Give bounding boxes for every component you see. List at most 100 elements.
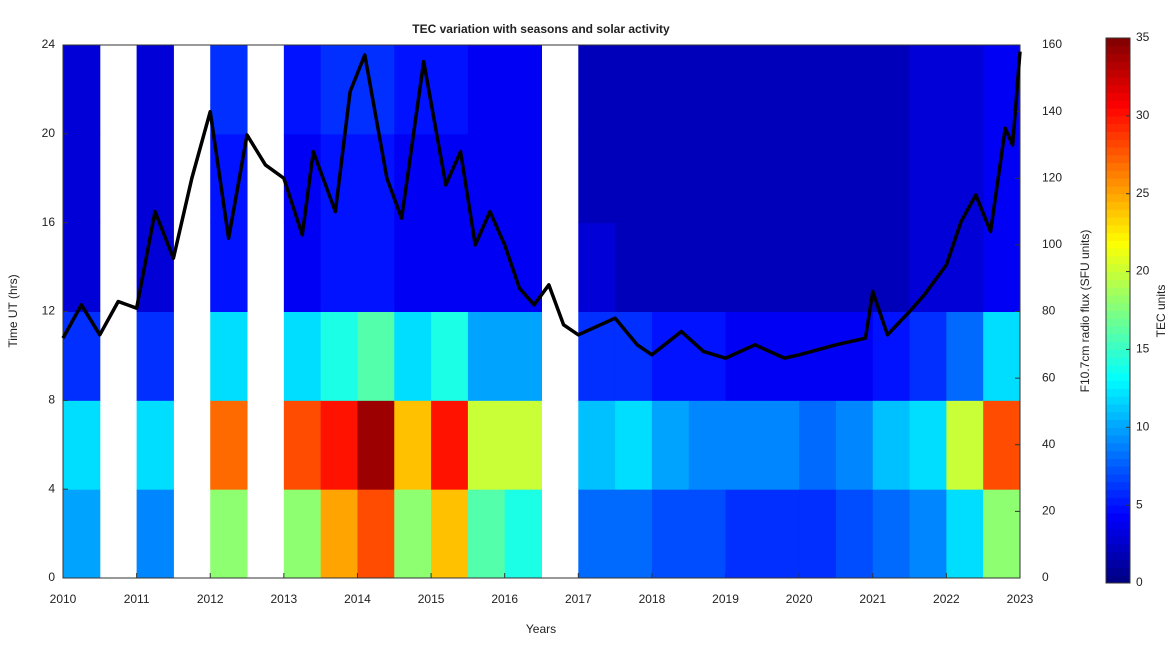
colorbar-swatch [1106,100,1130,109]
colorbar-swatch [1106,481,1130,491]
x-tick-label: 2011 [124,592,150,606]
heatmap-cell [688,45,727,135]
colorbar-swatch [1106,76,1130,86]
heatmap-cell [946,489,984,579]
colorbar-swatch [1106,263,1130,273]
colorbar-swatch [1106,403,1130,413]
y2-tick-label: 80 [1042,304,1056,318]
colorbar-swatch [1106,544,1130,553]
heatmap-cell [762,400,800,490]
x-tick-label: 2022 [933,592,960,606]
heatmap-cell [909,222,947,312]
colorbar-swatch [1106,45,1130,55]
heatmap-cell [283,489,322,579]
colorbar-swatch [1106,224,1130,234]
heatmap-cell [283,133,322,224]
y2-tick-label: 140 [1042,104,1062,118]
heatmap-cell [872,45,911,135]
heatmap-cell [467,400,506,490]
heatmap-cell [504,133,542,224]
colorbar-swatch [1106,372,1130,382]
heatmap-cell [136,133,174,224]
heatmap-cell [909,489,947,579]
heatmap-cell [578,45,616,135]
x-tick-label: 2017 [565,592,592,606]
heatmap-cell [283,400,322,490]
heatmap-cell [357,311,395,401]
heatmap-cell [762,45,800,135]
colorbar-swatch [1106,193,1130,202]
colorbar-frame [1105,37,1131,584]
heatmap-cell [320,222,358,312]
colorbar-swatch [1106,248,1130,257]
heatmap-cell [394,222,432,312]
heatmap-cell [688,400,727,490]
heatmap-cell [394,311,432,401]
heatmap-cell [835,400,874,490]
y-tick-label: 8 [48,393,55,407]
heatmap-cell [651,311,690,401]
heatmap-cell [651,45,690,135]
heatmap-cell [651,222,690,312]
heatmap-cell [615,45,653,135]
colorbar-tick-label: 35 [1136,30,1150,44]
colorbar-swatch [1106,357,1130,366]
heatmap-cell [688,222,727,312]
heatmap-cell [872,489,911,579]
colorbar-tick-label: 15 [1136,342,1150,356]
heatmap-cell [467,133,506,224]
heatmap-cell [394,489,432,579]
y2-tick-label: 160 [1042,37,1062,51]
colorbar-swatch [1106,123,1130,132]
heatmap-cell [136,311,174,401]
heatmap-cell [909,133,947,224]
colorbar-swatch [1106,442,1130,452]
colorbar-swatch [1106,84,1130,93]
colorbar-tick-label: 0 [1136,575,1143,589]
x-tick-label: 2013 [270,592,297,606]
colorbar-swatch [1106,108,1130,117]
colorbar-swatch [1106,92,1130,101]
colorbar-swatch [1106,427,1130,436]
colorbar-swatch [1106,341,1130,350]
heatmap-cell [799,489,837,579]
heatmap-cell [835,489,874,579]
heatmap-cell [983,489,1021,579]
colorbar-swatch [1106,575,1130,584]
colorbar-swatch [1106,450,1130,459]
colorbar-swatch [1106,147,1130,156]
heatmap-cell [394,45,432,135]
heatmap-cell [909,45,947,135]
colorbar-swatch [1106,217,1130,226]
heatmap-cell [799,400,837,490]
heatmap-cell [983,400,1021,490]
x-tick-label: 2014 [344,592,371,606]
heatmap-cell [504,45,542,135]
colorbar-swatch [1106,294,1130,304]
y-axis-label: Time UT (hrs) [6,274,20,347]
colorbar-swatch [1106,388,1130,397]
heatmap-cell [909,311,947,401]
heatmap-cell [504,222,542,312]
colorbar-swatch [1106,185,1130,195]
colorbar-swatch [1106,162,1130,171]
heatmap-cell [283,311,322,401]
heatmap-cell [835,45,874,135]
heatmap-cell [578,222,616,312]
heatmap-cell [357,222,395,312]
heatmap-cell [467,311,506,401]
heatmap-cell [320,400,358,490]
colorbar-swatch [1106,318,1130,327]
y-tick-label: 20 [42,126,56,140]
heatmap-cell [725,400,763,490]
x-tick-label: 2018 [639,592,666,606]
colorbar-swatch [1106,61,1130,70]
heatmap-cell [210,489,248,579]
heatmap-cell [578,133,616,224]
colorbar-swatch [1106,505,1130,514]
x-tick-label: 2019 [712,592,739,606]
colorbar-swatch [1106,240,1130,249]
heatmap-cell [431,311,469,401]
heatmap-cell [467,489,506,579]
colorbar-swatch [1106,512,1130,522]
